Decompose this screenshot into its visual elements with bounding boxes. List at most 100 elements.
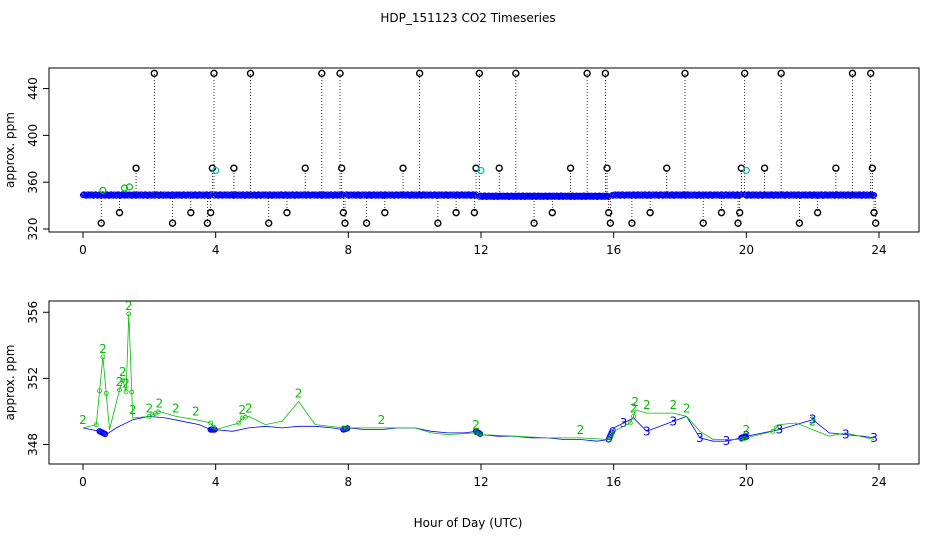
series-2-point xyxy=(773,425,779,431)
outlier-point xyxy=(601,69,610,78)
series-2-label: 2 xyxy=(670,398,678,412)
y-tick-label: 356 xyxy=(26,301,40,324)
baseline-point xyxy=(605,193,612,201)
series-2-point xyxy=(129,389,135,395)
outlier-point xyxy=(97,219,105,227)
x-tick-label: 12 xyxy=(473,475,488,489)
secondary-point xyxy=(742,166,750,175)
series-2-point xyxy=(236,420,242,426)
series-2-point xyxy=(123,389,129,394)
series-2-point xyxy=(93,422,99,428)
series-3-label: 3 xyxy=(723,434,731,448)
outlier-point xyxy=(150,69,159,78)
secondary-point xyxy=(99,186,107,194)
series-2-label: 2 xyxy=(155,396,163,410)
outlier-point xyxy=(867,69,875,78)
series-2-label: 2 xyxy=(683,401,691,415)
series-2-point xyxy=(117,387,122,393)
x-tick-label: 0 xyxy=(79,243,87,257)
outlier-point xyxy=(848,69,857,78)
series-3-label: 3 xyxy=(620,416,628,430)
outlier-point xyxy=(699,219,707,227)
outlier-point xyxy=(415,69,424,78)
plot-frame xyxy=(48,67,920,233)
outlier-point xyxy=(168,219,177,227)
series-2-point xyxy=(609,432,615,437)
outlier-point xyxy=(583,69,591,78)
series-2-label: 2 xyxy=(172,401,180,415)
series-2-label: 2 xyxy=(79,413,87,427)
outlier-point xyxy=(362,219,371,227)
x-tick-label: 4 xyxy=(212,475,220,489)
x-tick-label: 24 xyxy=(871,243,886,257)
outlier-point xyxy=(795,219,804,227)
series-2-point xyxy=(343,425,349,431)
x-axis-label: Hour of Day (UTC) xyxy=(414,516,523,530)
outlier-point xyxy=(187,208,195,217)
outlier-point xyxy=(681,69,689,78)
outlier-point xyxy=(338,164,346,172)
outlier-point xyxy=(318,69,326,78)
series-3-label: 3 xyxy=(776,423,784,437)
outlier-point xyxy=(301,164,309,172)
baseline-point xyxy=(868,191,876,198)
plot-frame xyxy=(48,300,920,465)
series-2-label: 2 xyxy=(99,342,107,356)
series-2-point xyxy=(97,388,102,394)
series-3-point xyxy=(742,433,749,440)
y-axis-label: approx. ppm xyxy=(3,345,17,421)
series-2-point xyxy=(627,420,633,426)
series-2-point xyxy=(770,428,776,434)
outlier-point xyxy=(777,69,785,78)
series-2-label: 2 xyxy=(577,423,585,437)
series-2-point xyxy=(473,430,479,436)
outlier-point xyxy=(606,219,615,227)
series-2-label: 2 xyxy=(129,403,137,417)
y-tick-label: 348 xyxy=(26,433,40,456)
outlier-point xyxy=(734,219,742,227)
outlier-point xyxy=(210,69,218,78)
series-2-point xyxy=(100,354,106,360)
outlier-point xyxy=(339,208,348,217)
outlier-point xyxy=(760,164,769,172)
series-2-label: 2 xyxy=(631,395,639,409)
y-tick-label: 360 xyxy=(26,171,40,194)
x-tick-label: 12 xyxy=(473,243,488,257)
outlier-point xyxy=(736,208,744,217)
outlier-point xyxy=(604,208,613,217)
outlier-point xyxy=(813,208,822,217)
y-axis-label: approx. ppm xyxy=(3,112,17,188)
series-2-label: 2 xyxy=(146,401,154,415)
outlier-point xyxy=(871,219,880,227)
plot-area xyxy=(79,69,880,227)
series-2-point xyxy=(126,311,132,317)
x-tick-label: 8 xyxy=(345,475,353,489)
secondary-point xyxy=(212,166,220,175)
series-3-label: 3 xyxy=(809,413,817,427)
outlier-point xyxy=(495,164,503,172)
top-panel: 0 4 8 12 16 20 24 320 360 400 440 approx. ppm xyxy=(3,67,920,257)
x-tick-label: 16 xyxy=(606,243,621,257)
series-2-point xyxy=(239,415,245,421)
secondary-point xyxy=(120,184,129,192)
series-2-label: 2 xyxy=(125,299,133,313)
series-2-point xyxy=(741,436,747,441)
x-tick-label: 8 xyxy=(345,243,353,257)
outlier-point xyxy=(717,208,726,217)
outlier-point xyxy=(434,219,442,227)
outlier-point xyxy=(832,164,840,172)
outlier-point xyxy=(603,164,611,172)
series-2-label: 2 xyxy=(116,375,124,389)
outlier-point xyxy=(283,208,291,217)
secondary-point xyxy=(125,183,134,191)
outlier-point xyxy=(115,208,124,217)
x-tick-label: 20 xyxy=(739,475,754,489)
series-2-point xyxy=(476,431,482,437)
series-2-point xyxy=(243,414,248,420)
secondary-point xyxy=(477,166,485,175)
series-3-point xyxy=(211,426,218,433)
series-2-point xyxy=(155,409,161,415)
outlier-point xyxy=(203,219,212,227)
